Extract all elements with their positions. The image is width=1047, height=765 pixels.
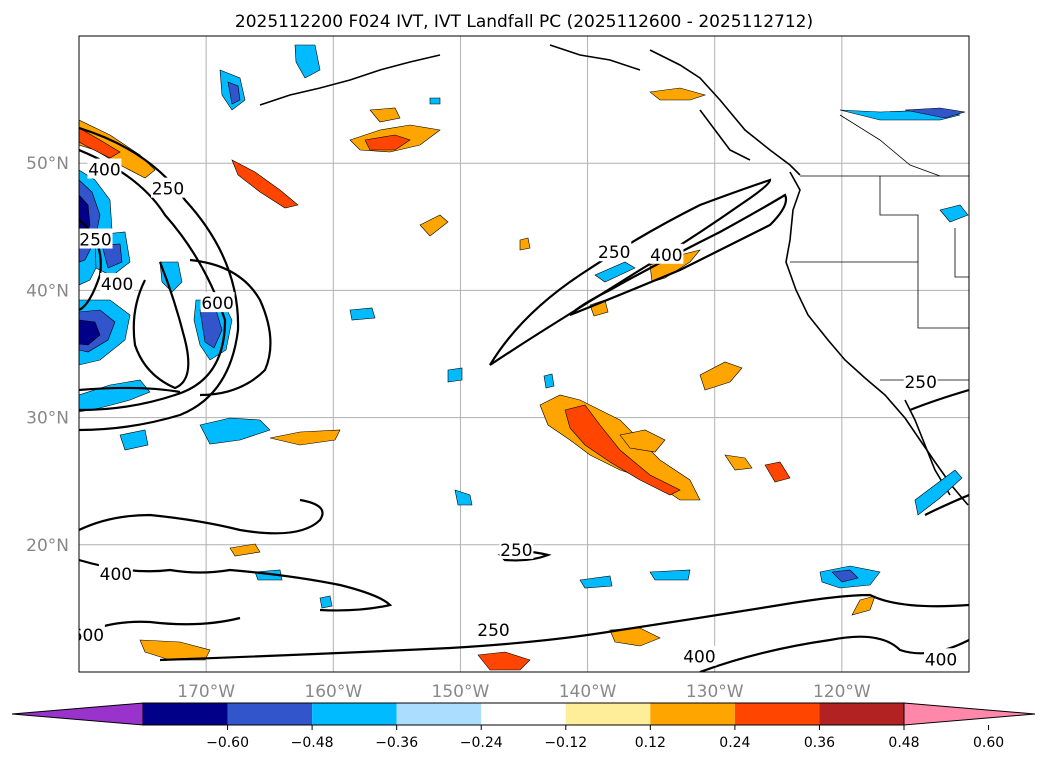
contour-label: 250 (477, 621, 509, 641)
lon-tick-label: 130°W (686, 682, 744, 702)
ivt-contours (79, 126, 969, 672)
contour-label: 250 (904, 373, 936, 393)
contour-label: 400 (101, 275, 133, 295)
lon-tick-label: 150°W (432, 682, 490, 702)
graticule (79, 36, 969, 672)
contour-labels: 400 250 250 400 600 250 400 250 250 400 250 400 600 4… (72, 158, 959, 670)
ivt-shading-negative (79, 44, 969, 609)
colorbar-swatch (143, 703, 228, 725)
map-frame (78, 35, 970, 673)
colorbar-tick-label: 0.36 (804, 735, 835, 751)
contour-label: 600 (72, 626, 104, 646)
lon-tick-label: 140°W (559, 682, 617, 702)
contour-label: 400 (925, 650, 957, 670)
contour-label-bg (79, 624, 105, 645)
contour-label-bg (499, 538, 534, 559)
contour-label: 400 (88, 161, 120, 181)
political-borders (790, 114, 969, 381)
lat-tick-label: 40°N (26, 281, 69, 301)
lon-tick-label: 170°W (177, 682, 235, 702)
contour-label: 400 (683, 648, 715, 668)
contour-label-bg (903, 370, 938, 391)
contour-label: 400 (650, 246, 682, 266)
colorbar-tick-label: 0.12 (635, 735, 666, 751)
lon-tick-label: 160°W (304, 682, 362, 702)
colorbar-swatch (481, 703, 566, 725)
lon-tick-label: 120°W (813, 682, 871, 702)
contour-label-bg (597, 241, 632, 262)
colorbar-swatch (565, 703, 651, 725)
contour-label-bg (98, 563, 133, 584)
colorbar-swatch (819, 703, 904, 725)
contour-label-bg (87, 158, 122, 179)
contour-label: 400 (100, 565, 132, 585)
contour-label: 250 (598, 243, 630, 263)
colorbar-swatch (396, 703, 482, 725)
colorbar-tick-label: −0.12 (544, 735, 587, 751)
contour-label-bg (924, 648, 959, 669)
ivt-shading-positive (79, 87, 876, 671)
colorbar-extend-max (903, 702, 1036, 726)
colorbar-tick-label: 0.48 (888, 735, 919, 751)
colorbar-tick-label: 0.60 (973, 735, 1004, 751)
contour-label-bg (151, 177, 185, 198)
lat-tick-label: 20°N (26, 536, 69, 556)
colorbar-swatch (312, 703, 397, 725)
colorbar-swatch (227, 703, 313, 725)
contour-label-bg (649, 243, 684, 264)
contour-label-bg (476, 619, 511, 640)
coastlines (259, 44, 969, 506)
contour-label: 250 (152, 180, 184, 200)
colorbar-tick-label: 0.24 (719, 735, 750, 751)
map-area: 400 250 250 400 600 250 400 250 250 400 250 400 600 4… (72, 36, 969, 672)
colorbar-swatch (734, 703, 820, 725)
contour-label-bg (682, 645, 717, 666)
contour-label: 600 (201, 294, 233, 314)
colorbar-tick-label: −0.48 (291, 735, 334, 751)
contour-label-bg (100, 273, 135, 294)
lat-tick-label: 50°N (26, 154, 69, 174)
colorbar-tick-label: −0.36 (375, 735, 418, 751)
longitude-axis: 170°W 160°W 150°W 140°W 130°W 120°W (177, 682, 871, 702)
lat-tick-label: 30°N (26, 409, 69, 429)
contour-label: 250 (500, 541, 532, 561)
colorbar-swatch (650, 703, 735, 725)
latitude-axis: 50°N 40°N 30°N 20°N (26, 154, 69, 556)
colorbar-tick-label: −0.60 (206, 735, 249, 751)
colorbar-tick-label: −0.24 (460, 735, 503, 751)
contour-label-bg (200, 292, 235, 313)
colorbar-extend-min (11, 702, 144, 726)
colorbar: −0.60 −0.48 −0.36 −0.24 −0.12 0.12 0.24 0.36 0.4… (11, 702, 1036, 751)
colorbar-outline (142, 702, 905, 726)
contour-label-bg (79, 228, 113, 249)
contour-label: 250 (79, 231, 111, 251)
figure-title: 2025112200 F024 IVT, IVT Landfall PC (20… (235, 12, 813, 32)
